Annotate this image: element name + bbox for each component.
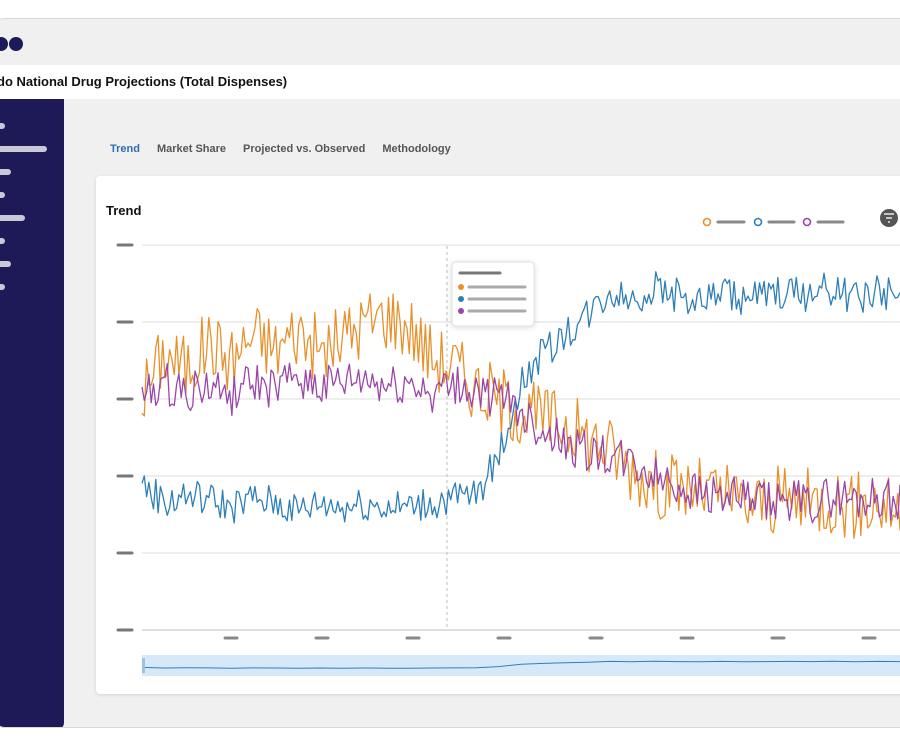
sidebar-item[interactable] (0, 261, 11, 267)
tab-methodology[interactable]: Methodology (382, 143, 451, 155)
tab-projected-vs-observed[interactable]: Projected vs. Observed (243, 143, 366, 155)
sidebar-item[interactable] (0, 215, 25, 221)
series-line[interactable] (141, 293, 900, 539)
window-control-dot[interactable] (9, 37, 23, 51)
window-titlebar (0, 19, 900, 65)
sidebar-item[interactable] (0, 123, 5, 129)
title-strip: do National Drug Projections (Total Disp… (0, 65, 900, 99)
sidebar-item[interactable] (0, 169, 11, 175)
tooltip-marker (458, 308, 464, 314)
legend[interactable] (702, 217, 845, 227)
chart-series (141, 271, 900, 539)
sidebar-item[interactable] (0, 284, 5, 290)
card-title: Trend (106, 203, 142, 218)
tooltip-marker (458, 284, 464, 290)
navigator-line (141, 660, 900, 669)
tooltip-marker (458, 296, 464, 302)
navigator-handle[interactable] (142, 658, 145, 673)
sidebar (0, 99, 64, 727)
series-line[interactable] (141, 271, 900, 524)
series-line[interactable] (141, 362, 900, 524)
sidebar-item[interactable] (0, 238, 5, 244)
tab-trend[interactable]: Trend (110, 143, 140, 155)
y-axis-ticks (116, 243, 134, 632)
legend-marker (753, 217, 763, 227)
window-control-dot[interactable] (0, 37, 8, 51)
legend-marker (702, 217, 712, 227)
legend-marker (802, 217, 812, 227)
range-navigator[interactable] (141, 655, 900, 676)
filter-icon[interactable] (880, 209, 898, 227)
sidebar-item[interactable] (0, 192, 5, 198)
sidebar-item[interactable] (0, 146, 47, 152)
tab-bar: Trend Market Share Projected vs. Observe… (110, 143, 451, 155)
chart-tooltip (451, 261, 535, 327)
tab-market-share[interactable]: Market Share (156, 143, 227, 155)
page-title: do National Drug Projections (Total Disp… (0, 74, 288, 89)
